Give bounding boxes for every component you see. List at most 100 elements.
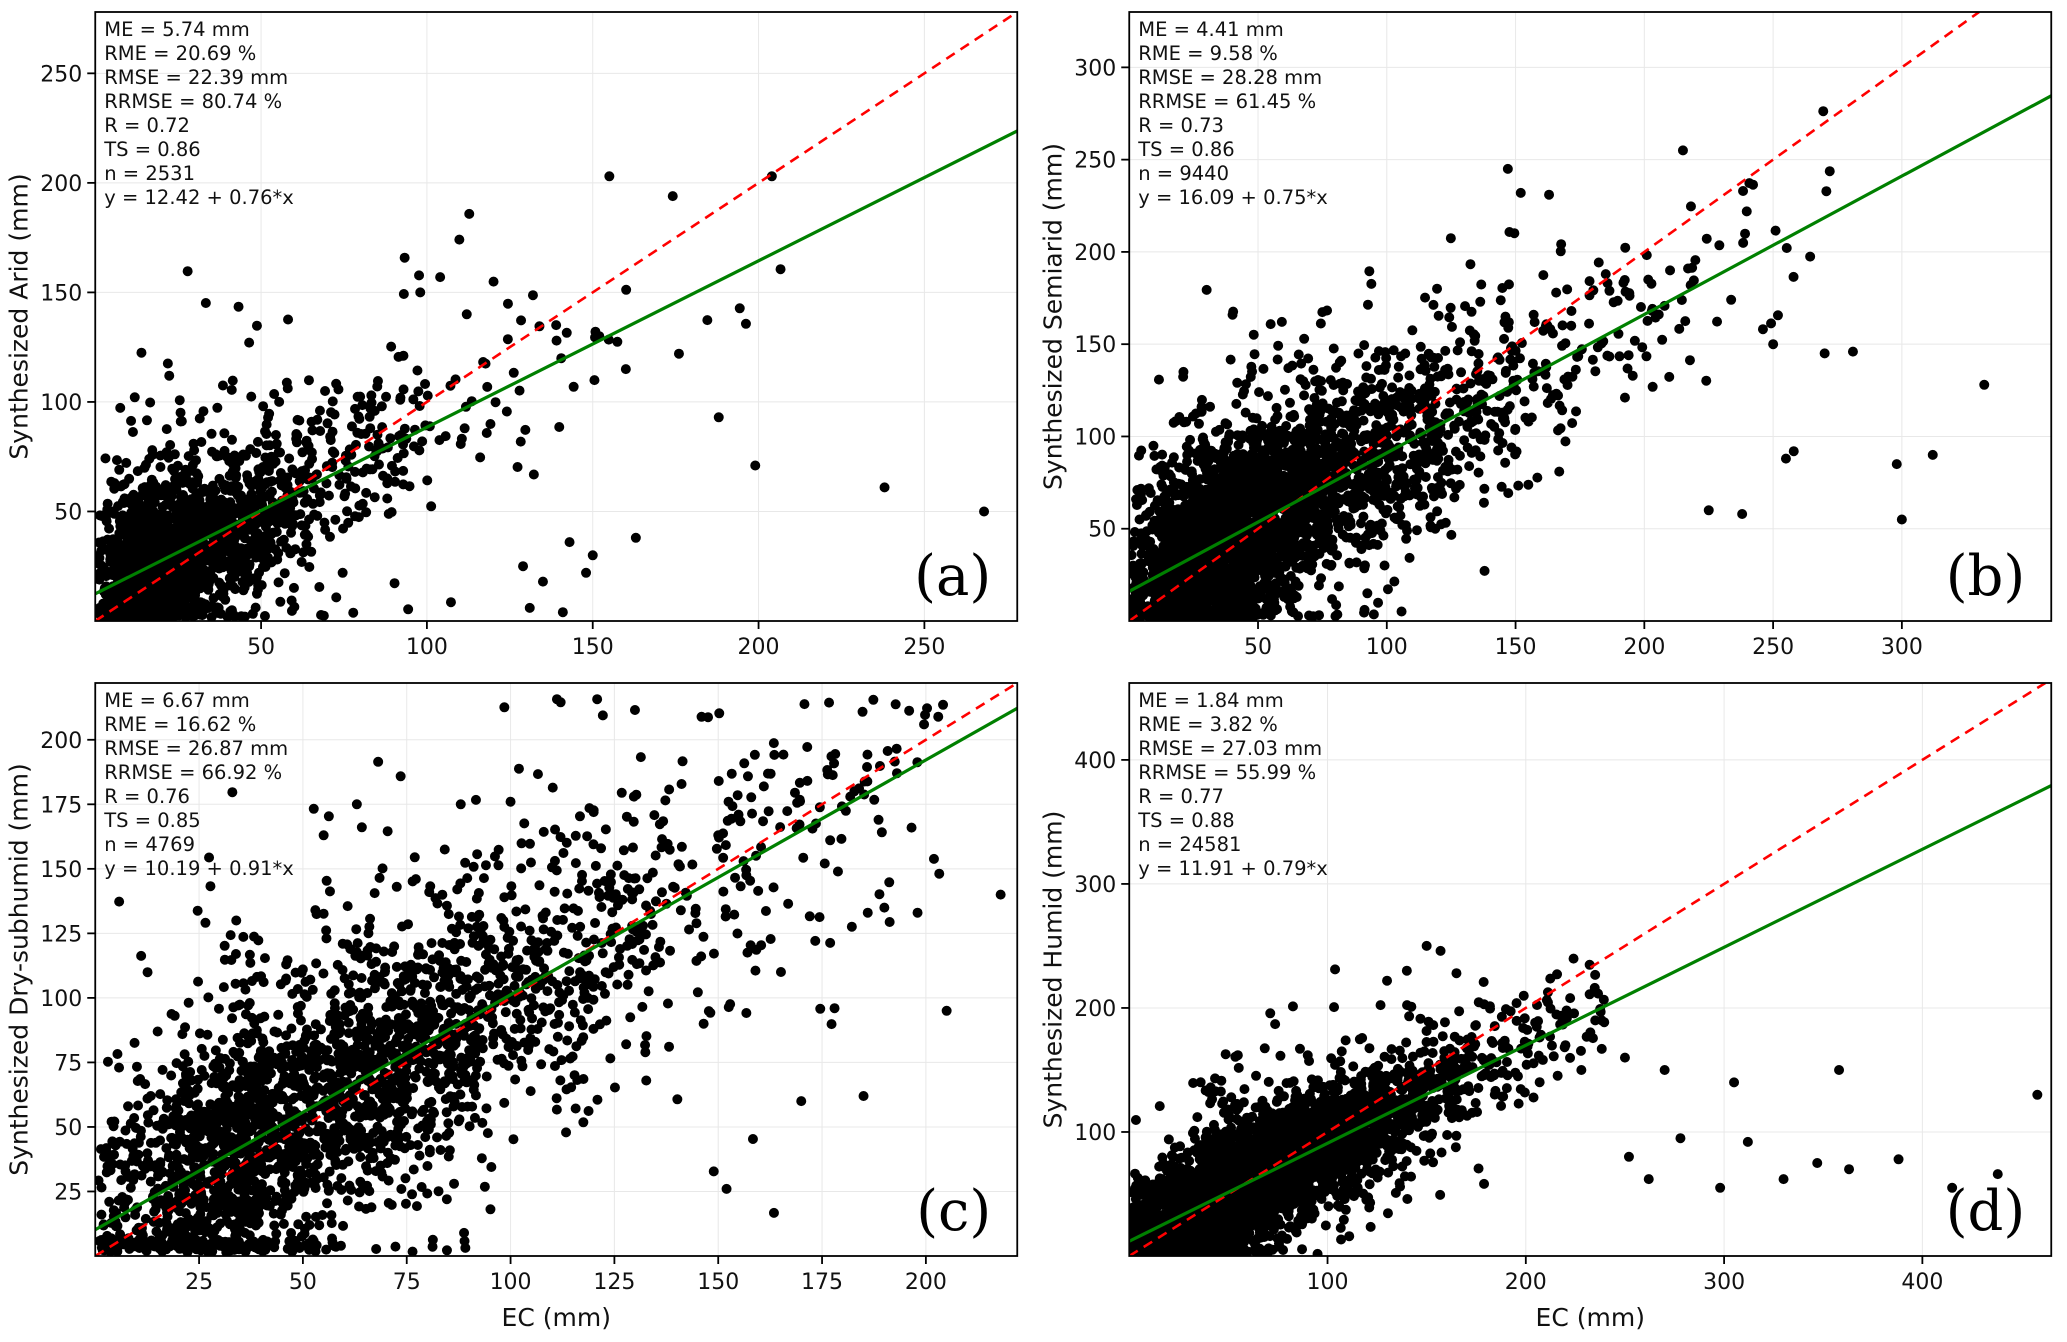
panel-label: (d) bbox=[1945, 1179, 2025, 1244]
svg-text:200: 200 bbox=[1623, 635, 1665, 660]
svg-text:n = 9440: n = 9440 bbox=[1138, 162, 1229, 185]
svg-text:100: 100 bbox=[1365, 635, 1407, 660]
scatter-points bbox=[1125, 941, 2042, 1259]
y-axis-label: Synthesized Arid (mm) bbox=[4, 173, 33, 459]
svg-text:RME = 3.82 %: RME = 3.82 % bbox=[1138, 713, 1278, 736]
svg-text:100: 100 bbox=[40, 987, 82, 1012]
svg-text:75: 75 bbox=[393, 1270, 421, 1295]
y-axis-label: Synthesized Dry-subhumid (mm) bbox=[4, 763, 33, 1176]
svg-text:150: 150 bbox=[40, 281, 82, 306]
svg-text:R = 0.76: R = 0.76 bbox=[104, 785, 190, 808]
svg-text:R = 0.77: R = 0.77 bbox=[1138, 785, 1224, 808]
x-axis-label: EC (mm) bbox=[1535, 1303, 1644, 1332]
svg-text:n = 24581: n = 24581 bbox=[1138, 833, 1241, 856]
svg-text:y = 10.19 + 0.91*x: y = 10.19 + 0.91*x bbox=[104, 857, 294, 880]
panel-label: (b) bbox=[1945, 544, 2025, 609]
svg-text:R = 0.72: R = 0.72 bbox=[104, 114, 190, 137]
svg-text:175: 175 bbox=[40, 793, 82, 818]
svg-text:150: 150 bbox=[1074, 333, 1116, 358]
panel-c-synthesized-dry-subhumid: 25 50 75 100 125 150 175 200 25 50 75 100 125 150 175 2… bbox=[0, 671, 1034, 1342]
svg-text:100: 100 bbox=[490, 1270, 532, 1295]
svg-text:RMSE = 26.87 mm: RMSE = 26.87 mm bbox=[104, 737, 288, 760]
svg-text:200: 200 bbox=[1074, 241, 1116, 266]
scatter-plot: 50 100 150 200 250 30050100150200250300Synthe… bbox=[1034, 0, 2067, 671]
svg-text:25: 25 bbox=[185, 1270, 213, 1295]
x-axis-label: EC (mm) bbox=[502, 1303, 611, 1332]
svg-text:ME = 1.84 mm: ME = 1.84 mm bbox=[1138, 689, 1284, 712]
svg-text:250: 250 bbox=[1074, 149, 1116, 174]
svg-text:100: 100 bbox=[406, 635, 448, 660]
svg-text:100: 100 bbox=[1306, 1270, 1348, 1295]
svg-text:50: 50 bbox=[289, 1270, 317, 1295]
svg-text:RMSE = 27.03 mm: RMSE = 27.03 mm bbox=[1138, 737, 1322, 760]
svg-text:y = 11.91 + 0.79*x: y = 11.91 + 0.79*x bbox=[1138, 857, 1328, 880]
svg-text:100: 100 bbox=[1074, 425, 1116, 450]
svg-text:n = 4769: n = 4769 bbox=[104, 833, 195, 856]
svg-text:200: 200 bbox=[738, 635, 780, 660]
panel-a-synthesized-arid: 50 100 150 200 250 50 100 150 200 250 Synthesized … bbox=[0, 0, 1034, 671]
svg-text:50: 50 bbox=[1088, 518, 1116, 543]
svg-text:TS = 0.86: TS = 0.86 bbox=[1137, 138, 1234, 161]
svg-text:ME = 6.67 mm: ME = 6.67 mm bbox=[104, 689, 250, 712]
svg-text:50: 50 bbox=[54, 500, 82, 525]
panel-label: (c) bbox=[916, 1179, 991, 1244]
svg-text:TS = 0.86: TS = 0.86 bbox=[103, 138, 200, 161]
svg-text:y = 16.09 + 0.75*x: y = 16.09 + 0.75*x bbox=[1138, 186, 1328, 209]
svg-text:300: 300 bbox=[1074, 873, 1116, 898]
y-tick-labels: 50 100 150 200 250 300 bbox=[1074, 56, 1116, 542]
y-axis-label: Synthesized Semiarid (mm) bbox=[1038, 143, 1067, 490]
svg-text:400: 400 bbox=[1901, 1270, 1943, 1295]
svg-text:ME = 4.41 mm: ME = 4.41 mm bbox=[1138, 18, 1284, 41]
svg-text:RRMSE = 66.92 %: RRMSE = 66.92 % bbox=[104, 761, 282, 784]
panel-b-synthesized-semiarid: 50 100 150 200 250 300 50 100 150 200 250 300 Synthe… bbox=[1034, 0, 2067, 671]
svg-text:125: 125 bbox=[593, 1270, 635, 1295]
x-tick-labels: 50 100 150 200 250 300 bbox=[1244, 635, 1923, 660]
svg-text:250: 250 bbox=[1752, 635, 1794, 660]
svg-text:250: 250 bbox=[903, 635, 945, 660]
svg-text:100: 100 bbox=[40, 391, 82, 416]
svg-text:R = 0.73: R = 0.73 bbox=[1138, 114, 1224, 137]
svg-text:ME = 5.74 mm: ME = 5.74 mm bbox=[104, 18, 250, 41]
svg-text:200: 200 bbox=[40, 729, 82, 754]
svg-text:RME = 20.69 %: RME = 20.69 % bbox=[104, 42, 256, 65]
svg-text:200: 200 bbox=[905, 1270, 947, 1295]
svg-text:300: 300 bbox=[1703, 1270, 1745, 1295]
svg-text:RME = 9.58 %: RME = 9.58 % bbox=[1138, 42, 1278, 65]
scatter-points bbox=[1126, 106, 1989, 623]
regression-line bbox=[1129, 96, 2051, 592]
svg-text:150: 150 bbox=[40, 858, 82, 883]
svg-text:200: 200 bbox=[40, 172, 82, 197]
svg-text:75: 75 bbox=[54, 1051, 82, 1076]
scatter-plot: 50 100 150 200 25050100150200250Synthesized … bbox=[0, 0, 1034, 671]
svg-text:50: 50 bbox=[1244, 635, 1272, 660]
y-axis-label: Synthesized Humid (mm) bbox=[1038, 811, 1067, 1129]
svg-text:RRMSE = 61.45 %: RRMSE = 61.45 % bbox=[1138, 90, 1316, 113]
x-tick-labels: 100 200 300 400 bbox=[1306, 1270, 1943, 1295]
svg-text:n = 2531: n = 2531 bbox=[104, 162, 195, 185]
svg-text:50: 50 bbox=[54, 1116, 82, 1141]
scatter-plot: 25 50 75 100 125 150 175 2002550751001251501752… bbox=[0, 671, 1034, 1342]
svg-text:RRMSE = 55.99 %: RRMSE = 55.99 % bbox=[1138, 761, 1316, 784]
svg-text:125: 125 bbox=[40, 922, 82, 947]
svg-text:400: 400 bbox=[1074, 749, 1116, 774]
svg-text:300: 300 bbox=[1074, 56, 1116, 81]
svg-text:50: 50 bbox=[247, 635, 275, 660]
svg-text:200: 200 bbox=[1074, 997, 1116, 1022]
svg-text:RRMSE = 80.74 %: RRMSE = 80.74 % bbox=[104, 90, 282, 113]
svg-text:150: 150 bbox=[697, 1270, 739, 1295]
svg-text:RMSE = 22.39 mm: RMSE = 22.39 mm bbox=[104, 66, 288, 89]
panel-d-synthesized-humid: 100 200 300 400 100 200 300 400 Synthesized Humi… bbox=[1034, 671, 2067, 1342]
x-tick-labels: 25 50 75 100 125 150 175 200 bbox=[185, 1270, 947, 1295]
x-tick-labels: 50 100 150 200 250 bbox=[247, 635, 945, 660]
svg-text:TS = 0.85: TS = 0.85 bbox=[103, 809, 200, 832]
y-tick-labels: 25 50 75 100 125 150 175 200 bbox=[40, 729, 82, 1206]
svg-text:25: 25 bbox=[54, 1180, 82, 1205]
svg-text:200: 200 bbox=[1504, 1270, 1546, 1295]
